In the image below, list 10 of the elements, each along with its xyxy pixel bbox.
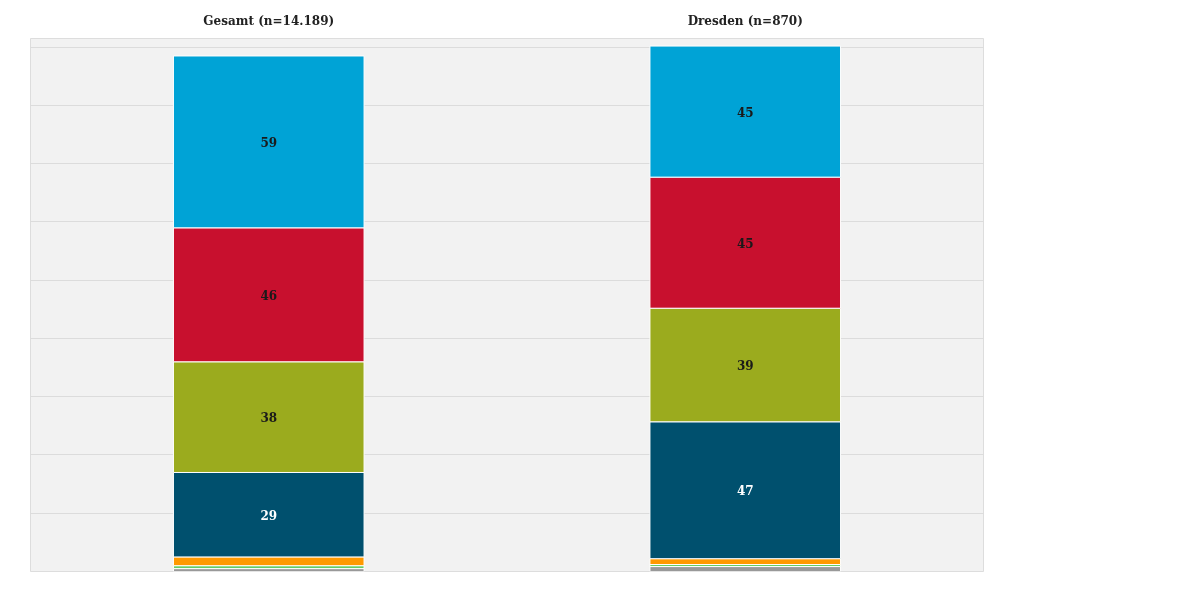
data-label: 47 <box>736 484 754 499</box>
data-label: 59 <box>260 135 278 150</box>
data-label: 45 <box>736 105 754 120</box>
data-label: 46 <box>260 288 278 303</box>
data-label: 29 <box>260 508 278 523</box>
data-label: 45 <box>736 236 754 251</box>
data-label: 39 <box>736 359 754 373</box>
x-tick-label: Gesamt (n=14.189) <box>203 13 335 28</box>
data-label: 38 <box>260 411 278 426</box>
x-tick-label: Dresden (n=870) <box>687 13 803 28</box>
